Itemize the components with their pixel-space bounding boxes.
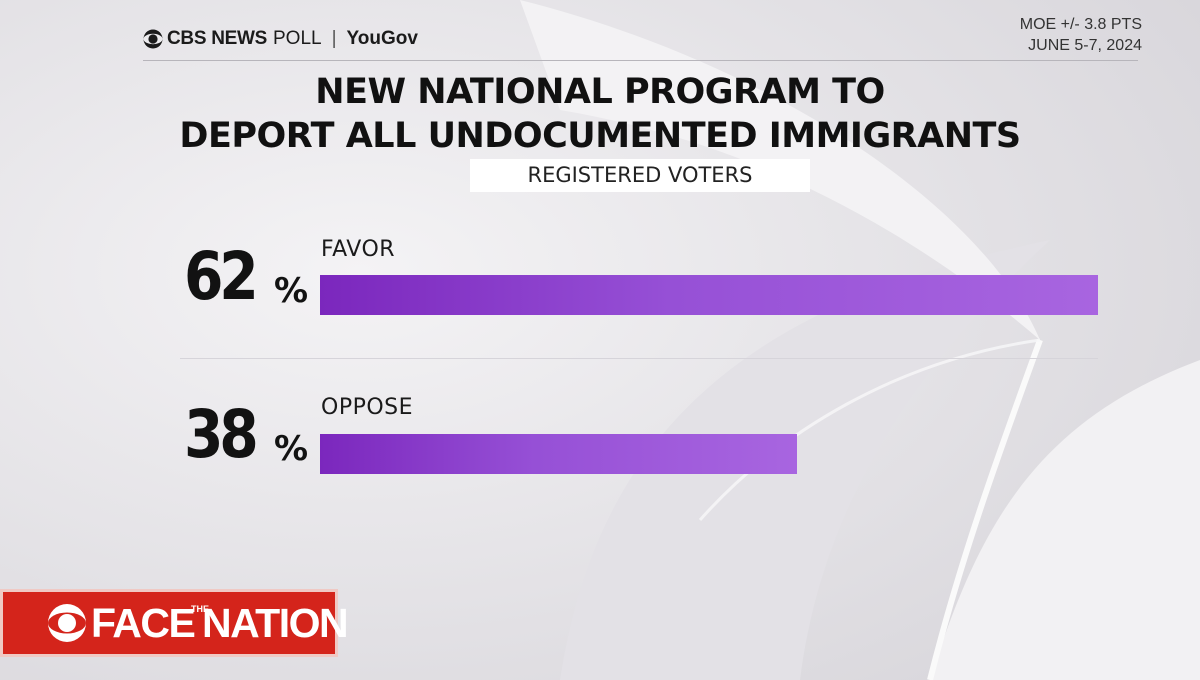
chart-subtitle: REGISTERED VOTERS (470, 159, 810, 192)
poll-meta: MOE +/- 3.8 PTS JUNE 5-7, 2024 (1020, 14, 1142, 56)
face-the-nation-logo: FACE THE NATION (0, 589, 349, 657)
chart-title: NEW NATIONAL PROGRAM TO DEPORT ALL UNDOC… (100, 70, 1100, 158)
value-number-oppose: 38 (184, 396, 259, 473)
category-label-favor: FAVOR (321, 237, 396, 262)
percent-sign-favor: % (274, 271, 309, 311)
bar-favor (320, 275, 1098, 315)
percent-sign-oppose: % (274, 429, 309, 469)
category-label-oppose: OPPOSE (321, 395, 414, 420)
poll-date: JUNE 5-7, 2024 (1028, 37, 1142, 54)
logo-face: FACE (91, 600, 196, 646)
value-number-favor: 62 (184, 238, 259, 315)
brand-cbs-news: CBS NEWS (167, 28, 267, 49)
logo-the: THE (191, 604, 209, 614)
bar-oppose (320, 434, 797, 474)
poll-brand: CBS NEWS POLL | YouGov (143, 28, 418, 50)
logo-nation: NATION (202, 600, 349, 646)
bar-track-favor (320, 275, 1098, 315)
brand-poll: POLL (273, 28, 322, 49)
margin-of-error: MOE +/- 3.8 PTS (1019, 16, 1142, 33)
value-label-oppose: 38% (184, 396, 314, 473)
chart-title-line1: NEW NATIONAL PROGRAM TO (315, 72, 885, 112)
chart-title-line2: DEPORT ALL UNDOCUMENTED IMMIGRANTS (179, 116, 1021, 156)
cbs-eye-icon (48, 604, 86, 642)
header-rule (143, 60, 1138, 61)
cbs-eye-icon (143, 29, 163, 49)
row-divider (180, 358, 1098, 359)
brand-separator: | (331, 28, 337, 49)
brand-yougov: YouGov (346, 28, 418, 49)
bar-track-oppose (320, 434, 1098, 474)
value-label-favor: 62% (184, 238, 314, 315)
